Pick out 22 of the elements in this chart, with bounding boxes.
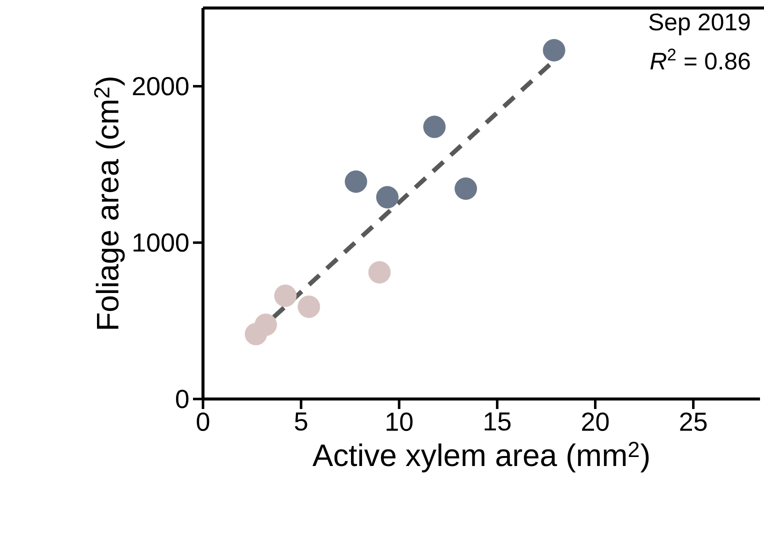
x-tick-label: 20 bbox=[582, 412, 609, 431]
point bbox=[376, 186, 399, 208]
y-axis-title: Foliage area (cm$^{2}$) bbox=[94, 78, 125, 329]
x-tick-label: 5 bbox=[294, 412, 308, 431]
x-tick-label: 10 bbox=[386, 412, 413, 431]
y-tick-label: 2000 bbox=[132, 76, 188, 96]
point bbox=[274, 284, 297, 307]
point bbox=[344, 170, 368, 193]
x-tick-label: 25 bbox=[680, 412, 707, 431]
annotation: R$^{2}$ = 0.86 bbox=[650, 48, 750, 70]
annotation: Sep 2019 bbox=[649, 13, 750, 36]
x-tick-label: 15 bbox=[484, 412, 511, 431]
point bbox=[368, 261, 391, 284]
point bbox=[298, 296, 320, 318]
point bbox=[244, 322, 268, 346]
point bbox=[423, 116, 446, 138]
x-tick-label: 0 bbox=[196, 412, 210, 431]
x-axis-title: Active xylem area (mm$^{2}$) bbox=[312, 442, 649, 472]
y-tick-label: 1000 bbox=[134, 233, 188, 252]
point bbox=[542, 39, 566, 62]
point bbox=[454, 177, 478, 200]
y-tick-label: 0 bbox=[176, 390, 188, 408]
